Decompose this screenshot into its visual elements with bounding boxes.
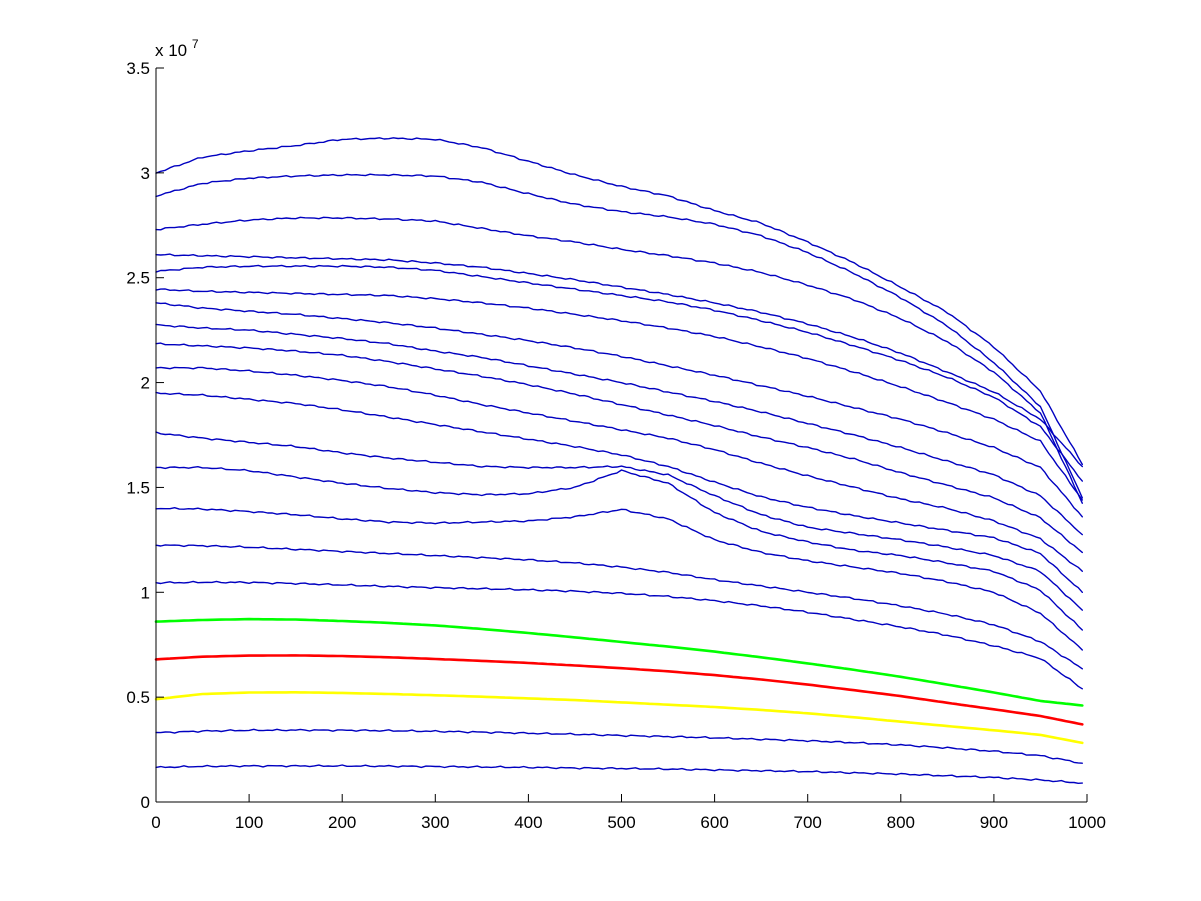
series-line-3: [154, 691, 1084, 745]
x-ticks: 0 100 200 300 400 500 600 700 800 900 1000: [151, 794, 1106, 832]
series-line-9: [155, 466, 1083, 631]
y-multiplier-label: x 10 7: [155, 37, 199, 60]
series-line-14: [155, 323, 1083, 536]
series-line-4: [154, 654, 1084, 726]
x-tick-label-700: 700: [794, 813, 822, 832]
series-line-11: [155, 391, 1083, 593]
y-tick-label-1: 0.5: [126, 688, 150, 707]
x-tick-label-0: 0: [151, 813, 160, 832]
series-line-12: [155, 366, 1083, 572]
series-line-13: [155, 342, 1083, 554]
series-line-2: [155, 728, 1083, 764]
x-tick-label-200: 200: [328, 813, 356, 832]
x-tick-label-100: 100: [235, 813, 263, 832]
series-line-16: [155, 288, 1083, 501]
y-tick-label-7: 3.5: [126, 59, 150, 78]
series-line-20: [155, 173, 1083, 499]
series-line-15: [155, 302, 1083, 518]
y-tick-label-4: 2: [141, 374, 150, 393]
series-line-21: [155, 137, 1083, 466]
x-tick-label-900: 900: [980, 813, 1008, 832]
y-tick-label-0: 0: [141, 793, 150, 812]
x-tick-label-400: 400: [514, 813, 542, 832]
y-ticks: 0 0.5 1 1.5 2 2.5 3 3.5: [126, 59, 164, 812]
series-line-10: [155, 431, 1083, 611]
series-line-8: [155, 507, 1083, 651]
x-tick-label-300: 300: [421, 813, 449, 832]
series-line-19: [155, 216, 1083, 504]
series-line-1: [155, 764, 1083, 784]
series-line-5: [154, 617, 1084, 707]
y-multiplier-base: x 10: [155, 41, 187, 60]
x-tick-label-1000: 1000: [1068, 813, 1106, 832]
series-layer: [154, 137, 1084, 784]
y-multiplier-exponent: 7: [192, 37, 199, 51]
series-line-7: [155, 544, 1083, 670]
x-tick-label-600: 600: [700, 813, 728, 832]
y-tick-label-6: 3: [141, 164, 150, 183]
series-line-18: [155, 253, 1083, 468]
y-tick-label-5: 2.5: [126, 269, 150, 288]
x-tick-label-800: 800: [887, 813, 915, 832]
series-line-6: [155, 580, 1083, 690]
x-tick-label-500: 500: [607, 813, 635, 832]
y-tick-label-2: 1: [141, 583, 150, 602]
y-tick-label-3: 1.5: [126, 478, 150, 497]
series-line-17: [155, 264, 1083, 482]
